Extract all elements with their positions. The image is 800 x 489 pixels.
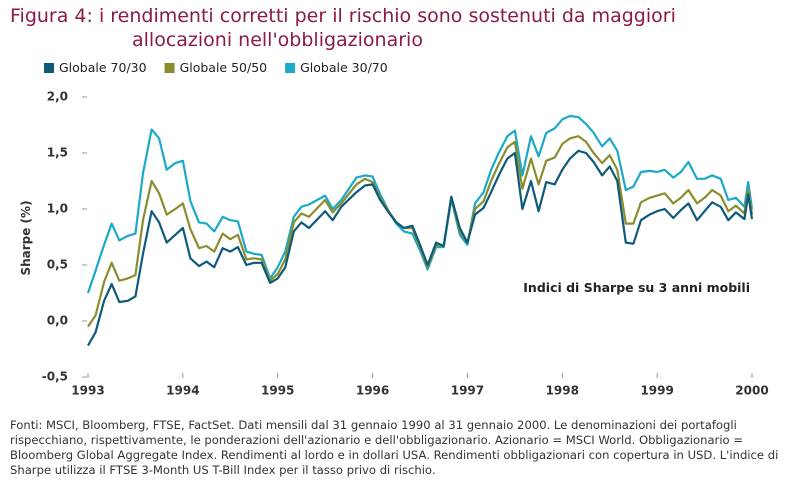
annotation: Indici di Sharpe su 3 anni mobili <box>523 280 750 295</box>
chart-title: Figura 4: i rendimenti corretti per il r… <box>10 5 676 27</box>
y-tick-label: 0,5 <box>47 258 68 272</box>
series-line <box>86 114 754 294</box>
y-axis-label: Sharpe (%) <box>19 200 33 275</box>
chart-title: allocazioni nell'obbligazionario <box>132 29 423 51</box>
legend-swatch <box>164 63 175 73</box>
series-line <box>87 135 754 328</box>
x-tick-label: 1997 <box>451 384 484 398</box>
series-line <box>87 149 754 347</box>
x-tick-label: 1999 <box>640 384 673 398</box>
legend-swatch <box>285 63 296 73</box>
legend-label: Globale 30/70 <box>300 60 388 75</box>
x-tick-label: 1996 <box>356 384 389 398</box>
x-tick-label: 1993 <box>71 384 104 398</box>
x-tick-label: 1994 <box>166 384 199 398</box>
legend-label: Globale 70/30 <box>59 60 147 75</box>
x-tick-label: 2000 <box>735 384 768 398</box>
legend-label: Globale 50/50 <box>180 60 268 75</box>
y-tick-label: -0,5 <box>42 370 68 384</box>
y-tick-label: 0,0 <box>47 314 68 328</box>
x-tick-label: 1998 <box>546 384 579 398</box>
y-tick-label: 2,0 <box>47 90 68 104</box>
x-tick-label: 1995 <box>261 384 294 398</box>
y-tick-label: 1,0 <box>47 202 68 216</box>
y-tick-label: 1,5 <box>47 146 68 160</box>
legend-swatch <box>44 63 54 73</box>
source-note: Fonti: MSCI, Bloomberg, FTSE, FactSet. D… <box>10 418 779 477</box>
